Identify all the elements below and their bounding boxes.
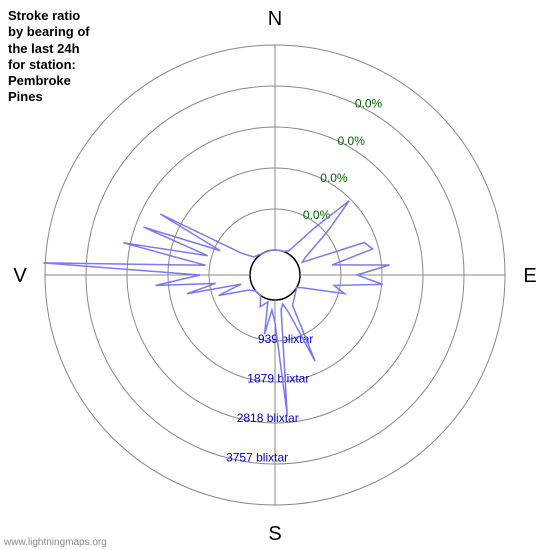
footer-credit: www.lightningmaps.org bbox=[4, 537, 107, 548]
ring-blix-label: 3757 blixtar bbox=[226, 451, 288, 465]
stroke-ratio-series bbox=[43, 201, 389, 415]
cardinal-label: N bbox=[268, 8, 282, 30]
ring-pct-label: 0.0% bbox=[303, 208, 331, 222]
ring-blix-label: 2818 blixtar bbox=[237, 411, 299, 425]
cardinal-label: E bbox=[523, 265, 536, 287]
ring-blix-label: 1879 blixtar bbox=[247, 371, 309, 385]
cardinal-label: S bbox=[268, 523, 281, 545]
cardinal-label: V bbox=[13, 265, 27, 287]
ring-pct-label: 0.0% bbox=[338, 134, 366, 148]
ring-pct-label: 0.0% bbox=[355, 97, 383, 111]
polar-chart: NESV0.0%0.0%0.0%0.0%939 blixtar1879 blix… bbox=[0, 0, 550, 550]
ring-pct-label: 0.0% bbox=[320, 171, 348, 185]
